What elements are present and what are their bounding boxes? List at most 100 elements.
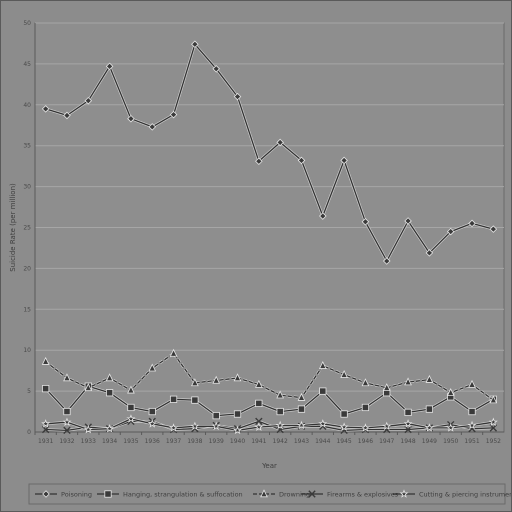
data-point	[105, 424, 115, 433]
data-point	[404, 425, 412, 434]
x-tick-label: 1947	[379, 438, 394, 445]
data-point	[340, 370, 348, 378]
series-line	[45, 43, 494, 262]
data-point	[190, 421, 200, 431]
data-point	[63, 111, 71, 120]
y-tick-label: 45	[23, 61, 31, 68]
y-tick-label: 10	[23, 347, 31, 354]
data-point	[169, 110, 178, 119]
legend-label: Firearms & explosives	[327, 491, 399, 499]
series-1	[41, 40, 498, 265]
data-point	[233, 425, 242, 435]
x-tick-label: 1940	[230, 438, 245, 445]
data-point	[148, 123, 157, 131]
data-point	[468, 379, 476, 388]
x-tick-label: 1943	[294, 438, 309, 445]
data-point	[233, 92, 242, 101]
y-tick-label: 40	[23, 102, 31, 109]
data-point	[489, 424, 498, 432]
x-tick-label: 1933	[81, 438, 96, 445]
data-point	[276, 138, 284, 147]
data-point	[275, 420, 285, 430]
data-point	[211, 421, 221, 431]
data-point	[84, 383, 93, 392]
data-point	[169, 395, 178, 403]
x-tick-label: 1935	[123, 438, 138, 445]
series-3	[41, 348, 498, 404]
data-point	[62, 417, 72, 426]
x-tick-labels: 1931 1932 1933 1934 1935 1936 1937 1938 1939 1940…	[34, 432, 501, 445]
y-tick-label: 15	[23, 306, 31, 313]
data-point	[169, 423, 179, 432]
data-point	[191, 378, 199, 387]
legend-marker	[308, 490, 316, 498]
data-point	[255, 379, 263, 388]
data-point	[467, 420, 477, 430]
data-point	[127, 114, 135, 123]
x-axis-title: Year	[261, 462, 277, 470]
x-tick-label: 1942	[273, 438, 288, 445]
x-tick-label: 1950	[443, 438, 458, 445]
data-point	[404, 217, 412, 225]
y-tick-label: 5	[27, 388, 31, 395]
data-point	[127, 403, 135, 412]
x-tick-label: 1944	[315, 438, 330, 445]
data-point	[255, 417, 263, 426]
y-tick-label: 25	[23, 225, 31, 232]
data-point	[254, 422, 264, 431]
x-tick-label: 1945	[336, 438, 351, 445]
data-point	[212, 65, 220, 73]
data-point	[255, 157, 263, 166]
data-point	[361, 403, 370, 412]
data-point	[340, 156, 348, 165]
data-point	[212, 412, 220, 420]
data-point	[41, 356, 50, 365]
data-point	[319, 212, 327, 220]
data-point	[127, 385, 135, 394]
x-tick-label: 1951	[464, 438, 479, 445]
data-point	[424, 423, 434, 432]
data-point	[41, 419, 51, 428]
data-point	[169, 348, 178, 357]
data-point	[41, 105, 50, 113]
data-point	[126, 414, 136, 423]
series-line	[45, 352, 494, 401]
data-point	[361, 218, 370, 226]
data-point	[404, 377, 412, 386]
data-point	[382, 421, 392, 431]
legend-label: Drowning	[279, 491, 310, 499]
data-point	[276, 390, 284, 399]
data-point	[489, 395, 498, 404]
legend: Poisoning Hanging, strangulation & suffoc…	[28, 483, 511, 505]
data-point	[63, 407, 71, 416]
data-point	[233, 373, 242, 382]
data-point	[84, 96, 93, 105]
y-tick-label: 50	[23, 20, 31, 27]
data-point	[425, 405, 433, 413]
x-tick-label: 1939	[209, 438, 224, 445]
data-point	[297, 420, 306, 430]
x-tick-label: 1949	[422, 438, 437, 445]
data-point	[340, 410, 348, 418]
y-tick-label: 20	[23, 265, 31, 272]
series-line	[45, 418, 494, 432]
data-point	[361, 378, 370, 387]
data-point	[446, 423, 456, 432]
data-point	[191, 396, 199, 404]
data-point	[255, 399, 263, 407]
x-tick-label: 1936	[145, 438, 160, 445]
data-point	[148, 363, 157, 372]
data-point	[339, 422, 349, 431]
x-tick-label: 1934	[102, 438, 117, 445]
data-point	[105, 373, 114, 382]
data-point	[382, 257, 391, 265]
data-point	[446, 227, 455, 236]
data-point	[297, 156, 306, 165]
data-point	[360, 423, 370, 432]
data-point	[63, 426, 71, 435]
x-tick-label: 1948	[400, 438, 415, 445]
x-tick-label: 1941	[251, 438, 266, 445]
data-point	[468, 219, 476, 228]
